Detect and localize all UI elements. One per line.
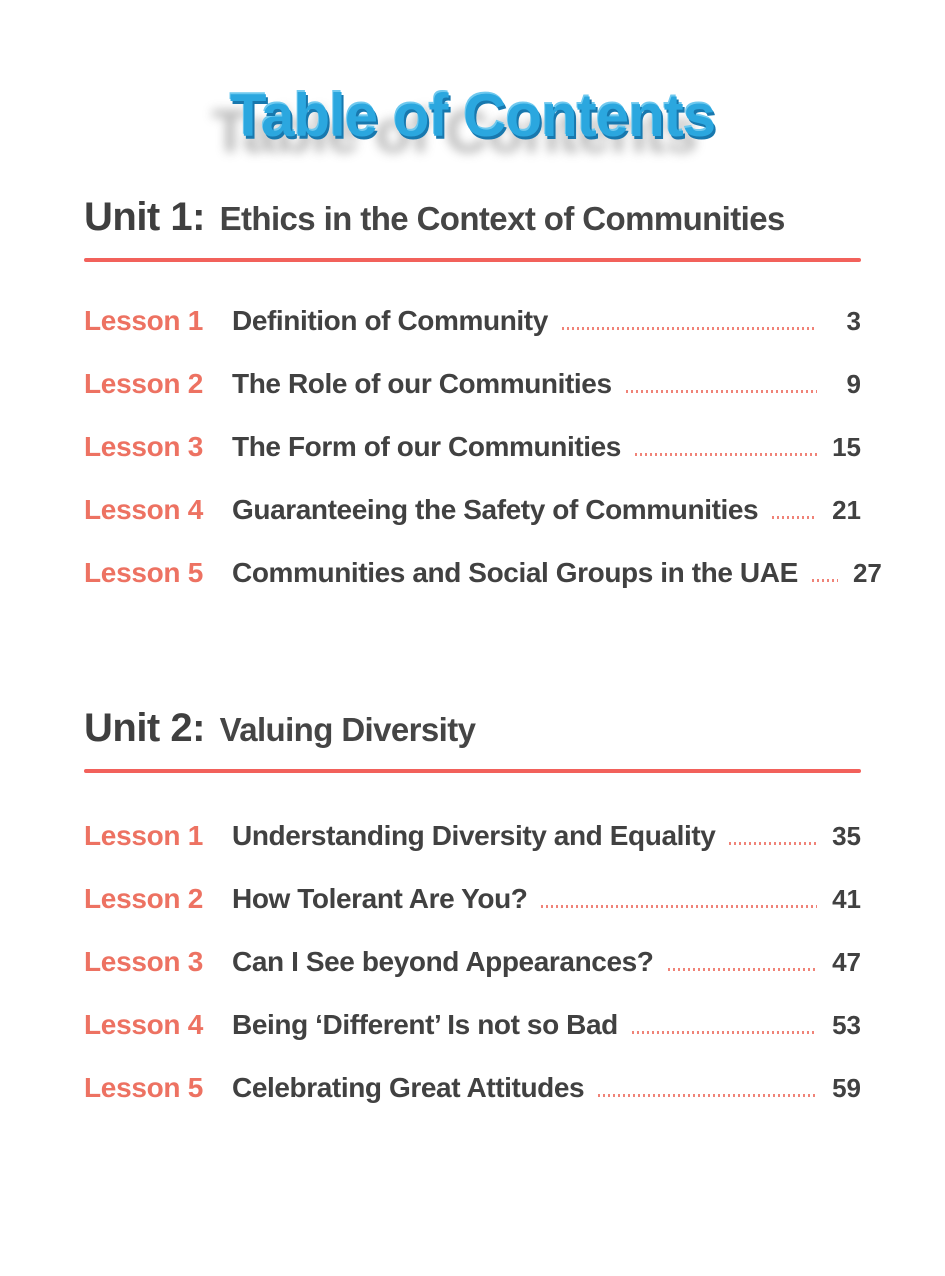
dotted-leader: [634, 453, 817, 456]
dotted-leader: [598, 1094, 817, 1097]
dotted-leader: [729, 842, 817, 845]
page-number: 41: [832, 884, 861, 914]
unit-1-title: Ethics in the Context of Communities: [219, 200, 786, 237]
lesson-label: Lesson 3: [84, 431, 203, 462]
toc-entry: Lesson 4 Guaranteeing the Safety of Comm…: [84, 493, 861, 527]
dotted-leader: [772, 516, 817, 519]
page-number: 47: [832, 947, 861, 977]
lesson-title: How Tolerant Are You?: [232, 883, 528, 914]
dotted-leader: [541, 905, 817, 908]
lesson-title: Being ‘Different’ Is not so Bad: [232, 1009, 618, 1040]
lesson-label: Lesson 2: [84, 368, 203, 399]
lesson-label: Lesson 5: [84, 1072, 203, 1103]
page-number: 53: [832, 1010, 861, 1040]
dotted-leader: [667, 968, 817, 971]
lesson-label: Lesson 2: [84, 883, 203, 914]
lesson-label: Lesson 1: [84, 820, 203, 851]
lesson-title: Guaranteeing the Safety of Communities: [232, 494, 759, 525]
lesson-title: Understanding Diversity and Equality: [232, 820, 716, 851]
lesson-title: Communities and Social Groups in the UAE: [232, 557, 798, 588]
dotted-leader: [625, 390, 817, 393]
toc-entry: Lesson 3 Can I See beyond Appearances? 4…: [84, 945, 861, 979]
page-title: Table of Contents: [229, 82, 716, 149]
unit-2-lesson-list: Lesson 1 Understanding Diversity and Equ…: [84, 819, 861, 1105]
page-number: 21: [832, 495, 861, 525]
dotted-leader: [561, 327, 817, 330]
dotted-leader: [631, 1031, 817, 1034]
toc-entry: Lesson 5 Communities and Social Groups i…: [84, 556, 882, 590]
unit-1-label: Unit 1:: [84, 195, 205, 239]
lesson-title: Celebrating Great Attitudes: [232, 1072, 585, 1103]
lesson-title: The Form of our Communities: [232, 431, 621, 462]
lesson-title: Can I See beyond Appearances?: [232, 946, 654, 977]
page-number: 59: [832, 1073, 861, 1103]
lesson-title: The Role of our Communities: [232, 368, 612, 399]
lesson-label: Lesson 4: [84, 1009, 203, 1040]
unit-1-lesson-list: Lesson 1 Definition of Community 3 Lesso…: [84, 304, 882, 590]
page-number: 35: [832, 821, 861, 851]
unit-1-heading: Unit 1: Ethics in the Context of Communi…: [84, 195, 861, 245]
page-number: 9: [846, 369, 861, 399]
toc-entry: Lesson 2 How Tolerant Are You? 41: [84, 882, 861, 916]
unit-section-2: Unit 2: Valuing Diversity Lesson 1 Under…: [84, 706, 861, 1105]
unit-section-1: Unit 1: Ethics in the Context of Communi…: [84, 195, 882, 590]
toc-entry: Lesson 1 Definition of Community 3: [84, 304, 861, 338]
toc-entry: Lesson 1 Understanding Diversity and Equ…: [84, 819, 861, 853]
lesson-label: Lesson 3: [84, 946, 203, 977]
toc-entry: Lesson 5 Celebrating Great Attitudes 59: [84, 1071, 861, 1105]
lesson-label: Lesson 4: [84, 494, 203, 525]
unit-1-divider-rule: [84, 258, 861, 262]
page-number: 27: [852, 558, 882, 588]
unit-2-title: Valuing Diversity: [219, 711, 476, 748]
dotted-leader: [811, 579, 838, 582]
lesson-label: Lesson 1: [84, 305, 203, 336]
unit-2-heading: Unit 2: Valuing Diversity: [84, 706, 861, 756]
lesson-label: Lesson 5: [84, 557, 203, 588]
toc-entry: Lesson 4 Being ‘Different’ Is not so Bad…: [84, 1008, 861, 1042]
toc-entry: Lesson 3 The Form of our Communities 15: [84, 430, 861, 464]
unit-2-divider-rule: [84, 769, 861, 773]
toc-entry: Lesson 2 The Role of our Communities 9: [84, 367, 861, 401]
unit-2-label: Unit 2:: [84, 706, 205, 750]
lesson-title: Definition of Community: [232, 305, 548, 336]
page-number: 15: [832, 432, 861, 462]
page-number: 3: [846, 306, 861, 336]
